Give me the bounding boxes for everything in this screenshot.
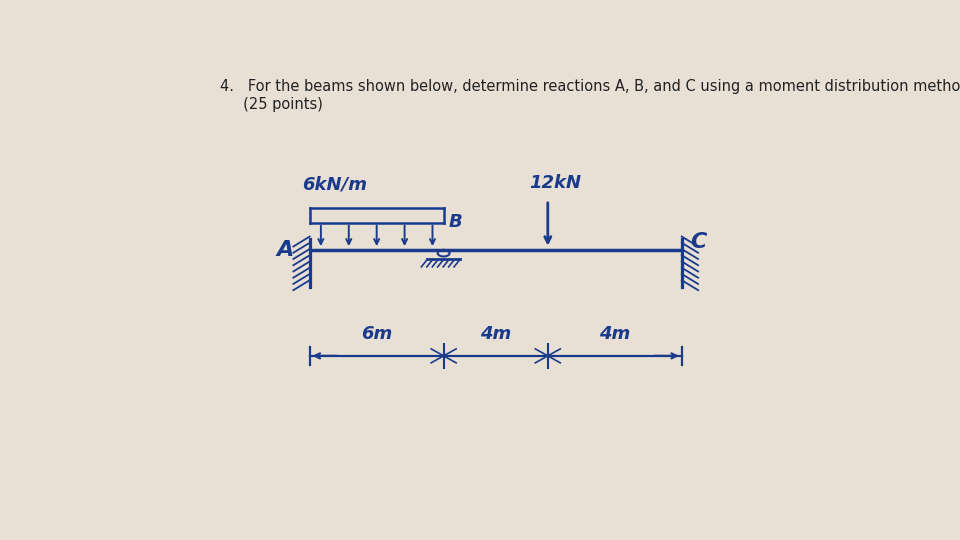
Text: C: C xyxy=(690,232,707,252)
Text: 6kN/m: 6kN/m xyxy=(302,176,368,194)
Text: 4m: 4m xyxy=(480,326,512,343)
Text: A: A xyxy=(276,240,294,260)
Text: 4m: 4m xyxy=(599,326,631,343)
Text: 4.   For the beams shown below, determine reactions A, B, and C using a moment d: 4. For the beams shown below, determine … xyxy=(221,79,960,112)
Text: 6m: 6m xyxy=(361,326,393,343)
Text: 12kN: 12kN xyxy=(529,174,582,192)
Text: B: B xyxy=(449,213,463,231)
